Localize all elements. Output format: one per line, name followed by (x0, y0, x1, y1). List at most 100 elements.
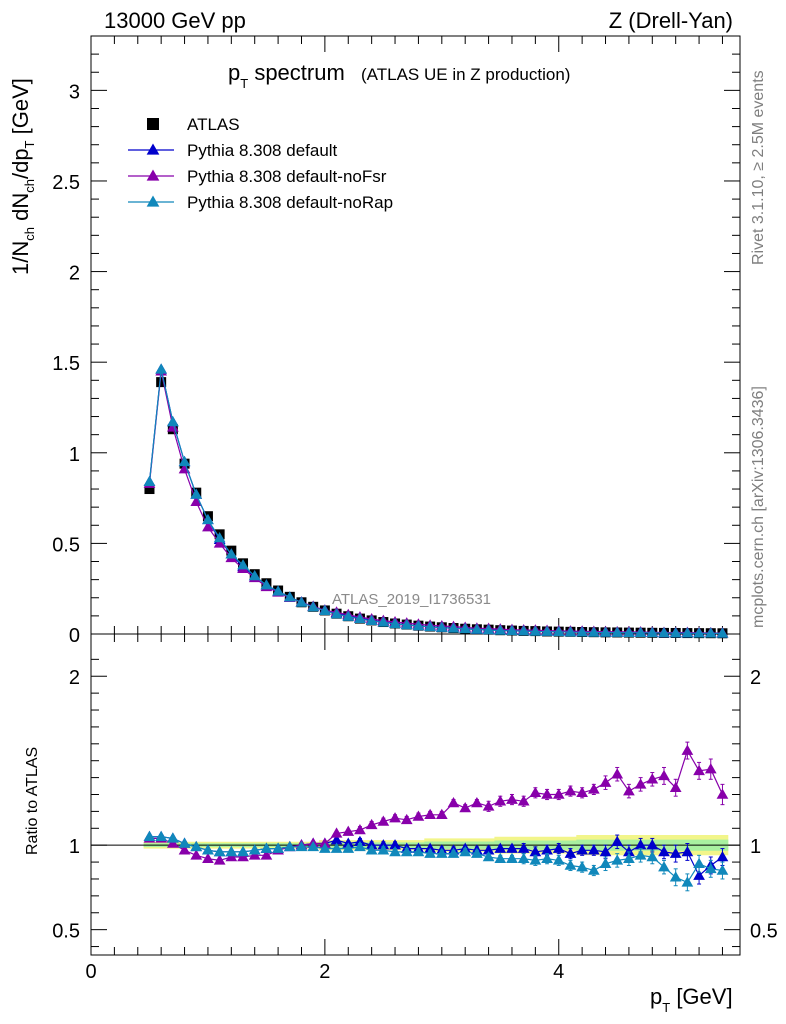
ratio-point-pythia-8-308-default-nofsr (412, 810, 425, 821)
ratio-point-pythia-8-308-default-norap (541, 852, 553, 863)
main-y-tick-label: 2 (69, 263, 80, 285)
ratio-point-pythia-8-308-default-norap (669, 871, 682, 882)
ratio-point-pythia-8-308-default-nofsr (225, 851, 238, 862)
data-point-pythia-8-308-default-norap (283, 591, 296, 602)
ratio-point-pythia-8-308-default (552, 842, 565, 853)
ratio-point-pythia-8-308-default-norap (459, 845, 472, 857)
data-point-pythia-8-308-default-norap (669, 627, 682, 638)
ratio-point-pythia-8-308-default-norap (529, 854, 542, 865)
data-point-pythia-8-308-default-norap (155, 363, 168, 374)
ratio-point-pythia-8-308-default-norap (283, 840, 296, 852)
ratio-point-pythia-8-308-default-nofsr (330, 827, 343, 838)
main-ticks: 0 0.5 1 1.5 2 2.5 3 (52, 36, 740, 647)
ratio-point-pythia-8-308-default (693, 869, 705, 880)
ratio-point-pythia-8-308-default-norap (248, 844, 261, 855)
ratio-point-pythia-8-308-default (564, 847, 577, 858)
ratio-point-pythia-8-308-default-norap (576, 861, 588, 872)
ratio-point-pythia-8-308-default-norap (471, 847, 483, 858)
ratio-point-pythia-8-308-default-norap (447, 847, 460, 858)
ratio-point-pythia-8-308-default-nofsr (587, 783, 600, 794)
data-point-pythia-8-308-default-norap (681, 627, 694, 638)
ratio-y-tick-label: 2 (69, 667, 80, 689)
data-point-pythia-8-308-default-norap (295, 596, 308, 607)
ratio-point-pythia-8-308-default-nofsr (260, 849, 273, 860)
data-point-pythia-8-308-default-norap (435, 621, 448, 632)
main-marks (143, 363, 729, 639)
ratio-point-pythia-8-308-default (669, 847, 682, 858)
data-point-pythia-8-308-default-norap (412, 620, 425, 631)
ratio-point-pythia-8-308-default-nofsr (342, 825, 355, 836)
data-point-pythia-8-308-default-norap (646, 626, 659, 638)
ratio-point-pythia-8-308-default (506, 842, 518, 853)
data-point-pythia-8-308-default-norap (704, 627, 717, 638)
data-point-pythia-8-308-default-norap (143, 475, 156, 487)
data-point-pythia-8-308-default-norap (307, 601, 320, 612)
ratio-point-pythia-8-308-default-norap (400, 845, 413, 857)
x-tick-label: 0 (85, 961, 96, 983)
ratio-point-pythia-8-308-default-norap (365, 844, 378, 855)
legend-marker-atlas (147, 118, 159, 130)
ratio-point-pythia-8-308-default (599, 845, 612, 857)
ratio-point-pythia-8-308-default-norap (295, 840, 308, 852)
legend-marker-pythia-8-308-default (146, 143, 160, 155)
ratio-point-pythia-8-308-default-nofsr (669, 781, 682, 792)
ratio-point-pythia-8-308-default-norap (330, 842, 343, 853)
legend-label-pythia-8-308-default-norap: Pythia 8.308 default-noRap (187, 193, 393, 212)
header-left: 13000 GeV pp (104, 8, 246, 33)
main-y-tick-label: 0 (69, 625, 80, 647)
ratio-point-pythia-8-308-default-norap (693, 857, 705, 869)
x-axis-label: pT [GeV] (650, 984, 733, 1015)
data-point-pythia-8-308-default-norap (365, 614, 378, 626)
data-point-pythia-8-308-default-norap (400, 618, 413, 630)
ratio-y-tick-label: 1 (69, 836, 80, 858)
ratio-point-pythia-8-308-default-norap (424, 847, 436, 858)
data-point-pythia-8-308-default-norap (552, 625, 565, 637)
ratio-point-pythia-8-308-default-nofsr (377, 815, 390, 826)
ratio-point-pythia-8-308-default-norap (377, 844, 390, 855)
data-point-pythia-8-308-default-norap (190, 488, 203, 499)
ratio-point-pythia-8-308-default-norap (599, 857, 612, 869)
legend: ATLAS Pythia 8.308 default Pythia 8.308 de… (128, 115, 393, 212)
data-point-pythia-8-308-default-norap (693, 627, 705, 638)
analysis-watermark: ATLAS_2019_I1736531 (332, 591, 491, 608)
ratio-point-pythia-8-308-default-norap (319, 842, 331, 853)
data-point-pythia-8-308-default-norap (166, 415, 179, 427)
data-point-pythia-8-308-default-norap (342, 610, 355, 621)
data-point-pythia-8-308-default-norap (260, 579, 273, 590)
data-point-pythia-8-308-default-norap (587, 626, 600, 637)
data-point-pythia-8-308-default-norap (213, 531, 226, 543)
ratio-point-pythia-8-308-default-nofsr (646, 773, 659, 784)
data-point-pythia-8-308-default-norap (599, 626, 612, 637)
ratio-point-pythia-8-308-default-norap (155, 830, 168, 841)
ratio-point-pythia-8-308-default-nofsr (400, 813, 413, 825)
ratio-point-pythia-8-308-default-nofsr (658, 769, 670, 781)
ratio-point-pythia-8-308-default-norap (143, 830, 156, 841)
legend-label-pythia-8-308-default-nofsr: Pythia 8.308 default-noFsr (187, 167, 387, 186)
ratio-point-pythia-8-308-default-nofsr (611, 768, 624, 779)
ratio-point-pythia-8-308-default-nofsr (599, 776, 612, 787)
plot-title-rest: spectrum (248, 60, 345, 85)
ratio-point-pythia-8-308-default-nofsr (634, 778, 647, 789)
data-point-pythia-8-308-default-norap (319, 604, 331, 616)
ratio-point-pythia-8-308-default-nofsr (541, 788, 553, 799)
legend-marker-pythia-8-308-default-nofsr (146, 169, 160, 181)
ratio-point-pythia-8-308-default-nofsr (704, 763, 717, 774)
ratio-point-pythia-8-308-default-norap (704, 862, 717, 874)
data-point-pythia-8-308-default-norap (623, 626, 635, 637)
ratio-point-pythia-8-308-default (494, 842, 507, 853)
ratio-panel-frame (90, 633, 741, 956)
ratio-y-tick-label: 0.5 (52, 921, 80, 943)
data-point-pythia-8-308-default-nofsr (213, 537, 226, 548)
data-point-pythia-8-308-default-norap (377, 616, 390, 627)
data-point-pythia-8-308-default-norap (447, 622, 460, 633)
ratio-point-pythia-8-308-default-nofsr (494, 795, 507, 806)
ratio-point-pythia-8-308-default (646, 839, 659, 850)
ratio-point-pythia-8-308-default-norap (634, 849, 647, 860)
data-point-pythia-8-308-default-nofsr (202, 521, 214, 532)
ratio-point-pythia-8-308-default-nofsr (459, 802, 472, 813)
ratio-point-pythia-8-308-default-nofsr (517, 795, 530, 806)
ratio-point-pythia-8-308-default-nofsr (365, 818, 378, 830)
ratio-point-pythia-8-308-default-norap (307, 840, 320, 852)
ratio-point-pythia-8-308-default-nofsr (447, 796, 460, 808)
